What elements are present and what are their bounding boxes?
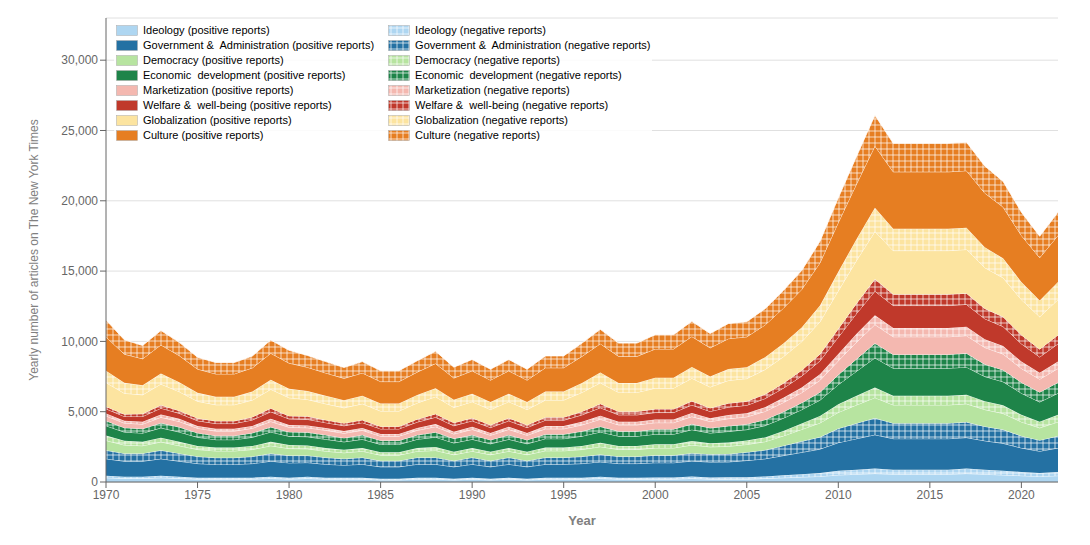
svg-text:20,000: 20,000 [61, 194, 98, 208]
html-text:Economic development (negative: Economic development (negative reports) [415, 69, 622, 81]
html-text:Economic development (positive: Economic development (positive reports) [143, 69, 346, 81]
svg-text:Yearly number of articles on T: Yearly number of articles on The New Yor… [27, 119, 41, 380]
svg-text:30,000: 30,000 [61, 53, 98, 67]
svg-text:10,000: 10,000 [61, 335, 98, 349]
svg-text:5,000: 5,000 [68, 405, 98, 419]
svg-text:1995: 1995 [550, 488, 577, 502]
html-text:Globalization (positive report: Globalization (positive reports) [143, 114, 292, 126]
svg-text:2000: 2000 [642, 488, 669, 502]
html-text:Welfare & well-being (positive: Welfare & well-being (positive reports) [143, 99, 332, 111]
svg-text:25,000: 25,000 [61, 124, 98, 138]
html-text:Government & Administration (n: Government & Administration (negative re… [415, 39, 651, 51]
svg-text:0: 0 [91, 475, 98, 489]
svg-text:2010: 2010 [825, 488, 852, 502]
svg-text:2020: 2020 [1008, 488, 1035, 502]
svg-text:1980: 1980 [276, 488, 303, 502]
html-text:Democracy (negative reports): Democracy (negative reports) [415, 54, 560, 66]
svg-text:2005: 2005 [733, 488, 760, 502]
html-text:Culture (negative reports): Culture (negative reports) [415, 129, 540, 141]
svg-text:1990: 1990 [459, 488, 486, 502]
html-text:Democracy (positive reports): Democracy (positive reports) [143, 54, 284, 66]
svg-text:1970: 1970 [93, 488, 120, 502]
svg-text:2015: 2015 [916, 488, 943, 502]
html-text:Ideology (positive reports): Ideology (positive reports) [143, 24, 270, 36]
svg-text:Year: Year [568, 513, 595, 528]
html-text:Government & Administration (p: Government & Administration (positive re… [143, 39, 375, 51]
svg-text:15,000: 15,000 [61, 264, 98, 278]
svg-text:1985: 1985 [367, 488, 394, 502]
html-text:Globalization (negative report: Globalization (negative reports) [415, 114, 568, 126]
html-text:Welfare & well-being (negative: Welfare & well-being (negative reports) [415, 99, 609, 111]
html-text:Marketization (positive report: Marketization (positive reports) [143, 84, 294, 96]
svg-text:1975: 1975 [184, 488, 211, 502]
html-text:Ideology (negative reports): Ideology (negative reports) [415, 24, 546, 36]
html-text:Culture (positive reports): Culture (positive reports) [143, 129, 264, 141]
html-text:Marketization (negative report: Marketization (negative reports) [415, 84, 570, 96]
